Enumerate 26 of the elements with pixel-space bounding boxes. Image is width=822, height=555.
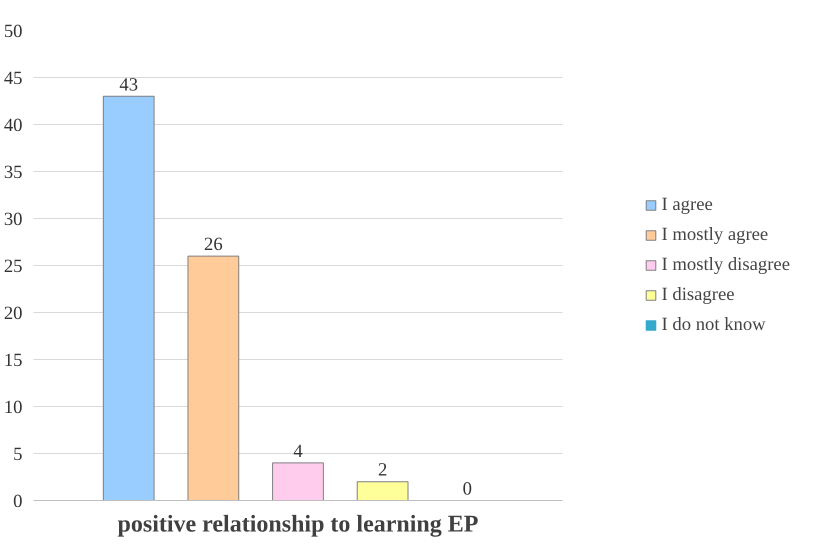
data-label: 26 (204, 234, 223, 256)
bar (272, 462, 324, 500)
y-tick-label: 0 (13, 491, 22, 512)
legend-label: I mostly disagree (662, 254, 790, 276)
y-tick-label: 30 (4, 209, 22, 230)
bar (102, 96, 155, 500)
y-tick-label: 10 (4, 397, 22, 418)
data-label: 43 (119, 74, 138, 96)
y-tick-label: 20 (4, 303, 22, 324)
legend-label: I do not know (662, 314, 766, 336)
y-tick-label: 5 (13, 444, 22, 465)
data-label: 2 (378, 460, 388, 481)
bar (187, 256, 240, 500)
legend-label: I disagree (662, 284, 735, 306)
data-label: 4 (293, 440, 304, 462)
y-tick-label: 15 (4, 350, 22, 371)
y-tick-label: 45 (4, 68, 22, 89)
legend-label: I mostly agree (662, 224, 768, 246)
y-tick-label: 25 (4, 256, 22, 277)
bar (356, 481, 409, 500)
y-tick-label: 40 (4, 115, 22, 136)
y-tick-label: 50 (4, 21, 22, 42)
x-tick-label: positive relationship to learning EP (118, 512, 478, 538)
y-tick-label: 35 (4, 162, 22, 183)
data-label: 0 (462, 478, 472, 500)
legend-label: I agree (662, 194, 713, 216)
